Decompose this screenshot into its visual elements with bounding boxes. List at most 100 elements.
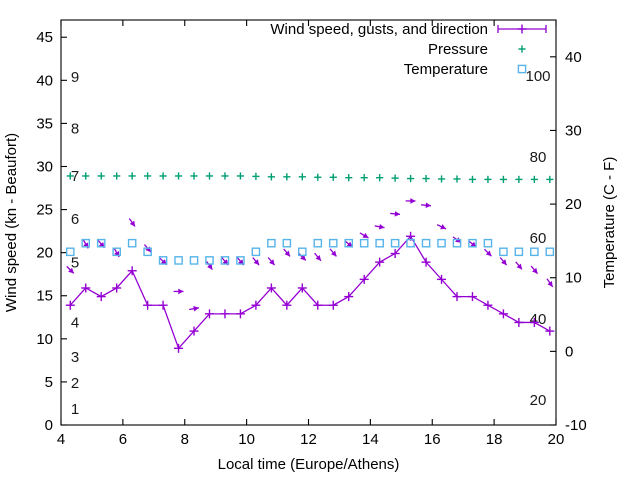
gust-arrow-head: [516, 263, 523, 270]
fahrenheit-label: 20: [530, 392, 547, 409]
y-tick-label: 0: [45, 417, 53, 434]
marker-square: [313, 238, 323, 248]
y-axis-title: Wind speed (kn - Beaufort): [3, 133, 20, 312]
x-axis-title: Local time (Europe/Athens): [218, 456, 400, 473]
y-tick-label: 35: [36, 115, 53, 132]
y-tick-label: 10: [36, 331, 53, 348]
marker-square: [375, 238, 384, 248]
gust-arrow-head: [378, 224, 385, 230]
marker-square: [251, 247, 261, 257]
gust-arrow-head: [178, 288, 184, 295]
gust-arrow-head: [425, 202, 431, 209]
beaufort-label: 9: [71, 69, 79, 86]
beaufort-label: 1: [71, 401, 79, 418]
beaufort-label: 6: [71, 211, 79, 228]
gust-arrow-head: [547, 281, 553, 287]
beaufort-label: 4: [71, 315, 79, 332]
marker-square: [96, 238, 106, 248]
marker-square: [530, 247, 539, 257]
y-tick-label: 15: [36, 288, 53, 305]
x-tick-label: 14: [362, 431, 379, 448]
beaufort-label: 2: [71, 375, 79, 392]
gust-arrow-head: [269, 259, 275, 266]
marker-square: [127, 238, 137, 248]
beaufort-label: 7: [71, 168, 79, 185]
y2-tick-label: 10: [565, 270, 582, 287]
gust-arrow-head: [410, 198, 416, 204]
marker-square: [81, 238, 91, 248]
plot-border: [60, 19, 557, 426]
marker-square: [143, 247, 152, 257]
marker-square: [437, 238, 446, 248]
x-tick-label: 20: [548, 431, 565, 448]
series-temperature: [65, 238, 555, 265]
marker-square: [499, 247, 508, 257]
y2-tick-label: 0: [565, 343, 573, 360]
fahrenheit-label: 80: [530, 149, 547, 166]
marker-square: [298, 247, 307, 257]
y-tick-label: 40: [36, 72, 53, 89]
fahrenheit-label: 40: [530, 311, 547, 328]
y-tick-label: 30: [36, 158, 53, 175]
x-tick-label: 12: [300, 431, 317, 448]
x-tick-label: 16: [424, 431, 441, 448]
legend-label: Pressure: [428, 41, 488, 58]
x-tick-label: 6: [119, 431, 127, 448]
marker-square: [282, 238, 292, 248]
marker-square: [359, 238, 369, 248]
marker-square: [205, 256, 214, 265]
series-gusts: [66, 198, 554, 312]
gust-arrow-head: [68, 267, 74, 274]
gust-arrow-head: [532, 267, 538, 274]
x-tick-label: 18: [486, 431, 503, 448]
chart-legend: Wind speed, gusts, and direction Pressure…: [270, 21, 547, 78]
marker-square: [344, 238, 354, 248]
marker-square: [267, 238, 276, 248]
x-tick-label: 8: [181, 431, 189, 448]
marker-square: [189, 256, 199, 265]
y-tick-label: 20: [36, 245, 53, 262]
y2-axis-title: Temperature (C - F): [601, 157, 618, 289]
marker-square: [236, 256, 245, 265]
gust-arrow-head: [193, 305, 199, 312]
gust-arrow-head: [129, 220, 135, 227]
gust-arrow-head: [485, 250, 492, 257]
marker-square: [112, 247, 121, 257]
marker-square: [517, 64, 527, 74]
marker-square: [468, 238, 477, 248]
gust-arrow-head: [284, 250, 291, 257]
gust-arrow-head: [300, 254, 306, 261]
windspeed-line: [69, 235, 551, 350]
marker-square: [514, 247, 524, 257]
marker-square: [158, 256, 168, 265]
gust-arrow-head: [253, 259, 260, 266]
y-tick-label: 45: [36, 29, 53, 46]
marker-square: [328, 238, 338, 248]
y2-tick-label: 20: [565, 196, 582, 213]
x-tick-label: 10: [238, 431, 255, 448]
y2-tick-label: 30: [565, 122, 582, 139]
marker-square: [174, 256, 183, 265]
legend-label: Temperature: [404, 61, 488, 78]
series-pressure: [66, 172, 554, 184]
gust-arrow-head: [362, 232, 369, 238]
beaufort-label: 8: [71, 121, 79, 138]
gust-arrow-head: [207, 263, 213, 270]
marker-square: [452, 238, 462, 248]
beaufort-label: 5: [71, 254, 79, 271]
legend-label: Wind speed, gusts, and direction: [270, 21, 488, 38]
series-wind-speed-gusts-and-direction: [65, 231, 555, 353]
y2-tick-label: -10: [565, 417, 587, 434]
fahrenheit-label: 60: [530, 230, 547, 247]
y-tick-label: 25: [36, 202, 53, 219]
y-tick-label: 5: [45, 374, 53, 391]
x-tick-label: 4: [57, 431, 65, 448]
marker-square: [483, 238, 493, 248]
gust-arrow-head: [394, 211, 401, 217]
marker-square: [545, 247, 555, 257]
gust-arrow-head: [501, 259, 507, 266]
gust-arrow-head: [346, 241, 353, 248]
